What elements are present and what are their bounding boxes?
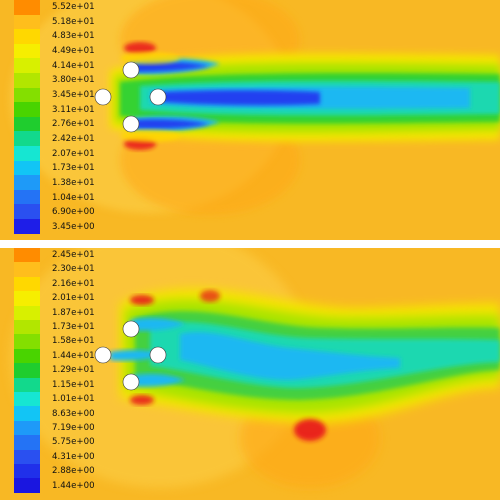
- legend-tick-label: 7.19e+00: [52, 423, 95, 433]
- legend-tick-label: 4.83e+01: [52, 31, 95, 41]
- legend-tick-label: 2.16e+01: [52, 279, 95, 289]
- legend-swatch: [14, 102, 40, 117]
- legend-tick-label: 5.18e+01: [52, 17, 95, 27]
- legend-tick-label: 1.04e+01: [52, 193, 95, 203]
- legend-swatch: [14, 435, 40, 450]
- legend-swatch: [14, 320, 40, 335]
- legend-swatch: [14, 14, 40, 30]
- velocity-contour-field-top: [0, 0, 500, 240]
- cylinder-lower: [122, 373, 140, 391]
- legend-swatch: [14, 348, 40, 364]
- cylinder-rear: [149, 88, 167, 106]
- legend-tick-label: 2.45e+01: [52, 250, 95, 260]
- legend-swatch: [14, 478, 40, 493]
- velocity-contour-field-bottom: [0, 248, 500, 500]
- legend-swatch: [14, 116, 40, 132]
- legend-tick-label: 4.49e+01: [52, 46, 95, 56]
- legend-tick-label: 8.63e+00: [52, 409, 95, 419]
- legend-swatch: [14, 406, 40, 421]
- legend-swatch: [14, 464, 40, 479]
- legend-tick-label: 3.45e+01: [52, 90, 95, 100]
- legend-swatch: [14, 189, 40, 205]
- legend-swatch: [14, 131, 40, 146]
- legend-swatch: [14, 420, 40, 436]
- top-contour-panel: 5.52e+01 5.18e+01 4.83e+01 4.49e+01 4.14…: [0, 0, 500, 240]
- legend-swatch: [14, 392, 40, 407]
- legend-swatch: [14, 262, 40, 277]
- legend-tick-label: 1.44e+00: [52, 481, 95, 491]
- legend-tick-label: 4.14e+01: [52, 61, 95, 71]
- legend-swatch: [14, 0, 40, 15]
- legend-tick-label: 1.15e+01: [52, 380, 95, 390]
- legend-swatch: [14, 449, 40, 464]
- legend-swatch: [14, 219, 40, 234]
- cylinder-front: [94, 346, 112, 364]
- legend-tick-label: 2.01e+01: [52, 293, 95, 303]
- legend-tick-label: 2.42e+01: [52, 134, 95, 144]
- legend-swatch: [14, 363, 40, 378]
- legend-swatch: [14, 58, 40, 73]
- legend-swatch: [14, 377, 40, 392]
- legend-tick-label: 3.11e+01: [52, 105, 95, 115]
- legend-swatch: [14, 276, 40, 292]
- legend-swatch: [14, 160, 40, 176]
- legend-swatch: [14, 29, 40, 44]
- legend-swatch: [14, 334, 40, 349]
- legend-tick-label: 5.75e+00: [52, 437, 95, 447]
- legend-tick-label: 2.07e+01: [52, 149, 95, 159]
- legend-tick-label: 1.73e+01: [52, 322, 95, 332]
- cylinder-lower: [122, 115, 140, 133]
- legend-swatch: [14, 305, 40, 320]
- panel-separator: [0, 240, 500, 248]
- legend-tick-label: 4.31e+00: [52, 452, 95, 462]
- legend-tick-label: 6.90e+00: [52, 207, 95, 217]
- cylinder-rear: [149, 346, 167, 364]
- legend-swatch: [14, 248, 40, 263]
- legend-tick-label: 1.73e+01: [52, 163, 95, 173]
- legend-tick-label: 1.87e+01: [52, 308, 95, 318]
- legend-swatch: [14, 204, 40, 219]
- legend-tick-label: 3.45e+00: [52, 222, 95, 232]
- legend-tick-label: 1.44e+01: [52, 351, 95, 361]
- legend-swatch: [14, 43, 40, 59]
- legend-tick-label: 3.80e+01: [52, 75, 95, 85]
- bottom-contour-panel: 2.45e+01 2.30e+01 2.16e+01 2.01e+01 1.87…: [0, 248, 500, 500]
- cylinder-upper: [122, 61, 140, 79]
- cylinder-front: [94, 88, 112, 106]
- legend-tick-label: 1.01e+01: [52, 394, 95, 404]
- legend-swatch: [14, 146, 40, 161]
- legend-swatch: [14, 87, 40, 103]
- legend-swatch: [14, 291, 40, 306]
- legend-swatch: [14, 175, 40, 190]
- legend-tick-label: 2.88e+00: [52, 466, 95, 476]
- legend-tick-label: 1.29e+01: [52, 365, 95, 375]
- legend-tick-label: 2.30e+01: [52, 264, 95, 274]
- legend-tick-label: 2.76e+01: [52, 119, 95, 129]
- legend-tick-label: 5.52e+01: [52, 2, 95, 12]
- legend-swatch: [14, 73, 40, 88]
- cylinder-upper: [122, 320, 140, 338]
- legend-tick-label: 1.38e+01: [52, 178, 95, 188]
- legend-tick-label: 1.58e+01: [52, 336, 95, 346]
